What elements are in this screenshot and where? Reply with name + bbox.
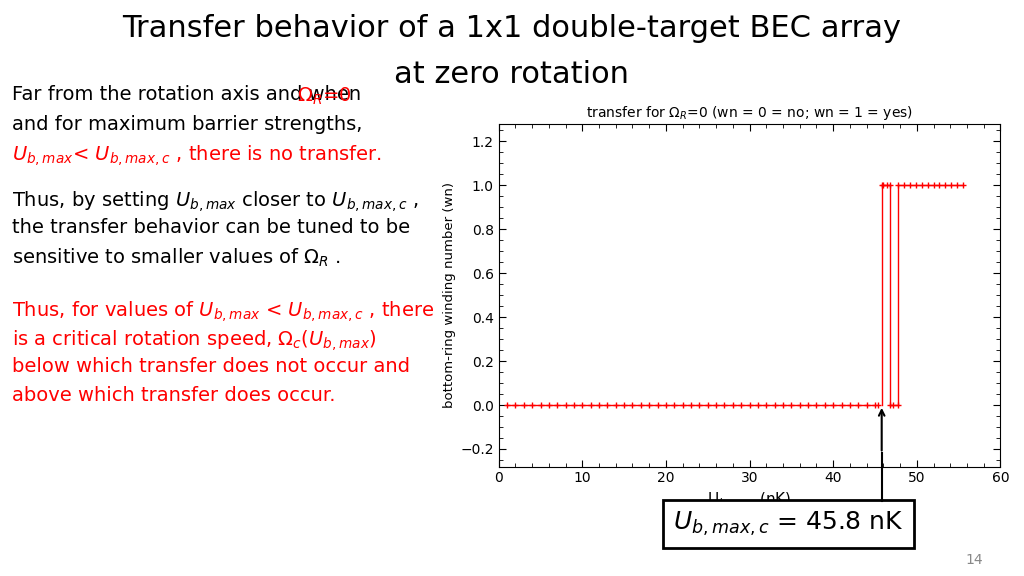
Title: transfer for $\Omega_R$=0 (wn = 0 = no; wn = 1 = yes): transfer for $\Omega_R$=0 (wn = 0 = no; … (586, 104, 913, 122)
Text: and for maximum barrier strengths,: and for maximum barrier strengths, (12, 115, 362, 134)
Text: Thus, by setting $U_{b,max}$ closer to $U_{b,max,c}$ ,: Thus, by setting $U_{b,max}$ closer to $… (12, 189, 419, 214)
Text: above which transfer does occur.: above which transfer does occur. (12, 386, 336, 405)
Text: sensitive to smaller values of $\Omega_R$ .: sensitive to smaller values of $\Omega_R… (12, 247, 341, 269)
Text: Thus, for values of $U_{b,max}$ < $U_{b,max,c}$ , there: Thus, for values of $U_{b,max}$ < $U_{b,… (12, 300, 434, 324)
Text: $\Omega_R$=0: $\Omega_R$=0 (297, 85, 351, 107)
Text: is a critical rotation speed, $\Omega_c$($U_{b,max}$): is a critical rotation speed, $\Omega_c$… (12, 328, 377, 353)
Text: $U_{b,max,c}$ = 45.8 nK: $U_{b,max,c}$ = 45.8 nK (673, 510, 904, 538)
Text: Transfer behavior of a 1x1 double-target BEC array: Transfer behavior of a 1x1 double-target… (123, 14, 901, 43)
Text: the transfer behavior can be tuned to be: the transfer behavior can be tuned to be (12, 218, 411, 237)
Text: at zero rotation: at zero rotation (394, 60, 630, 89)
Text: below which transfer does not occur and: below which transfer does not occur and (12, 357, 411, 376)
Y-axis label: bottom-ring winding number (wn): bottom-ring winding number (wn) (443, 182, 456, 408)
Text: 14: 14 (966, 554, 983, 567)
X-axis label: U$_{b,max}$ (nK): U$_{b,max}$ (nK) (708, 491, 792, 510)
Text: $U_{b,max}$< $U_{b,max,c}$ , there is no transfer.: $U_{b,max}$< $U_{b,max,c}$ , there is no… (12, 143, 382, 168)
Text: Far from the rotation axis and when: Far from the rotation axis and when (12, 85, 368, 104)
